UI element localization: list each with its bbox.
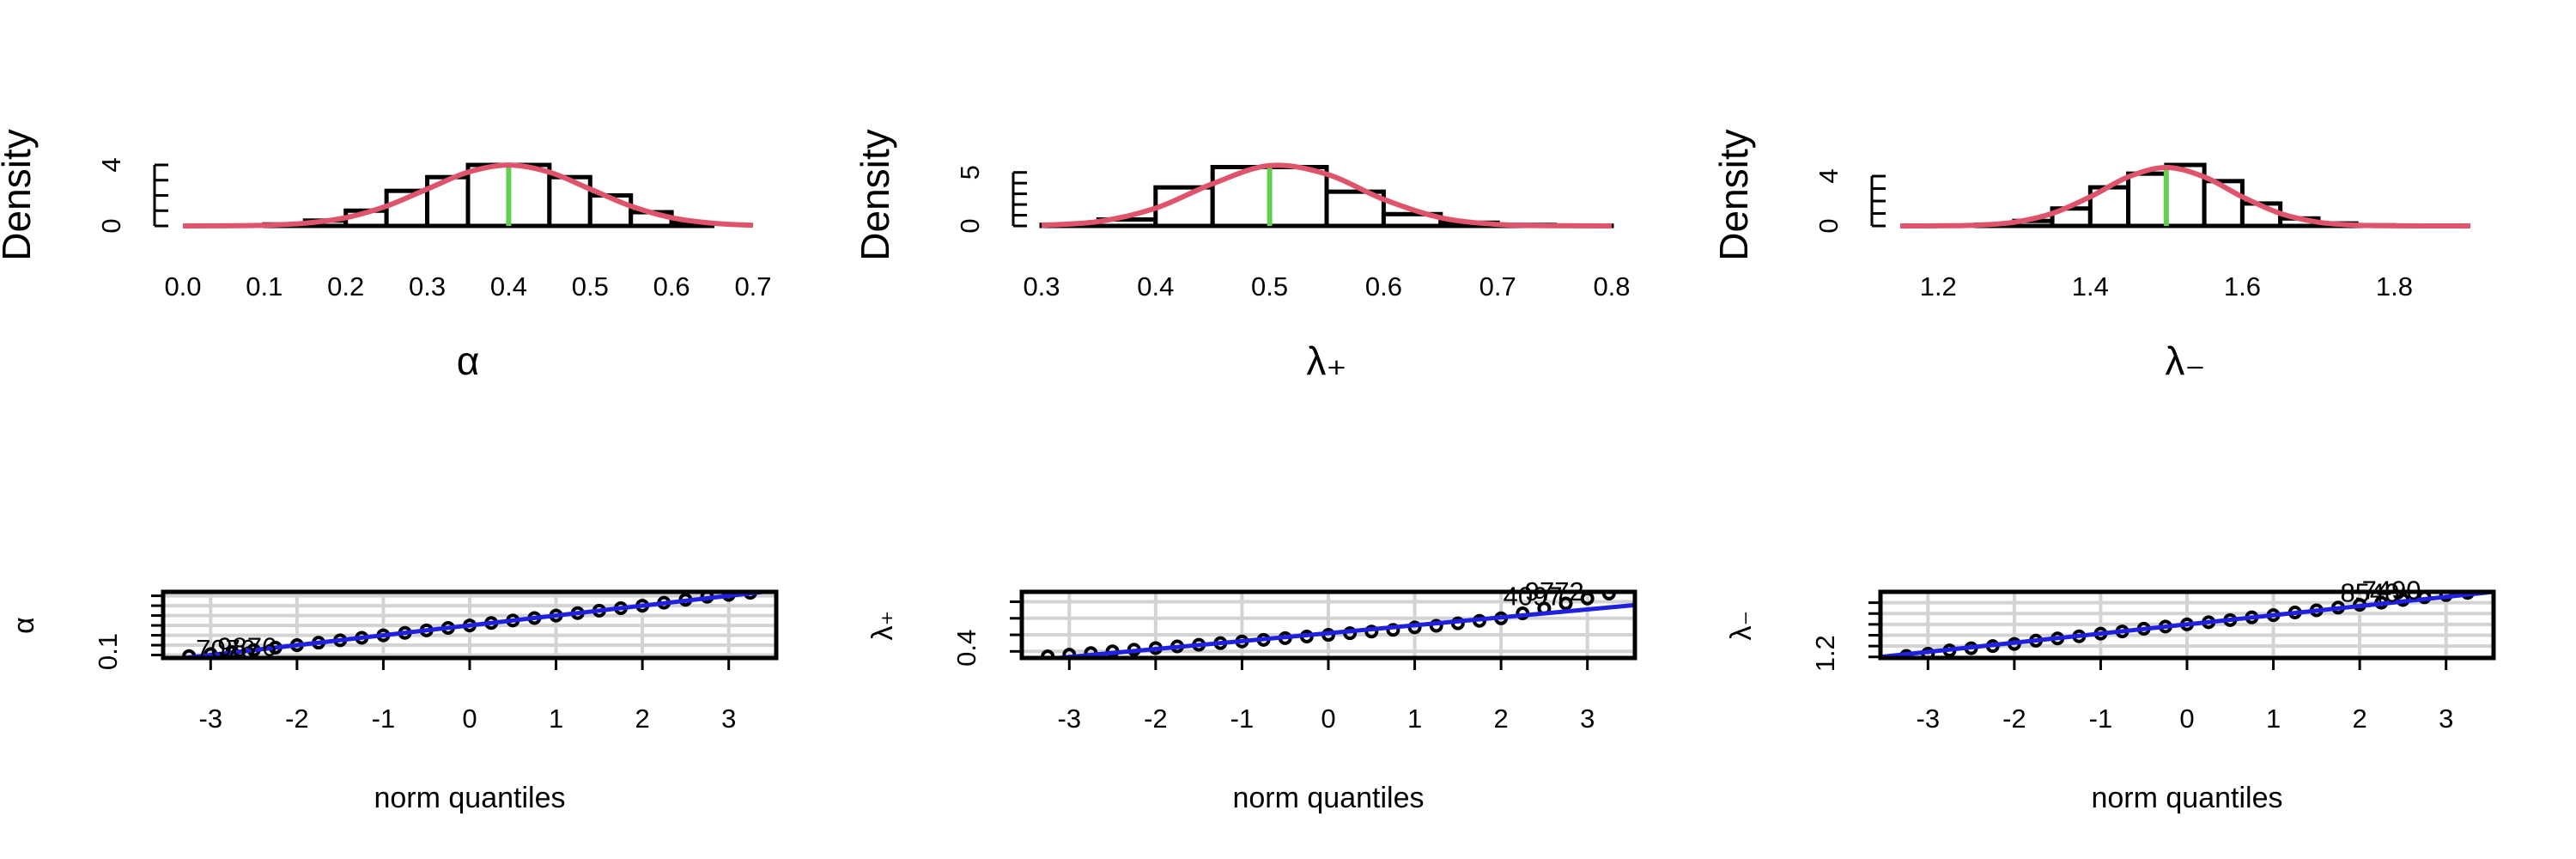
x-tick-label: 1 (1407, 704, 1422, 734)
x-tick-label: -3 (1917, 704, 1941, 734)
x-tick-label: 0 (1321, 704, 1335, 734)
histogram-bar (425, 174, 471, 228)
y-tick-label: 0.1 (93, 633, 123, 670)
x-tick-label: 3 (1580, 704, 1595, 734)
x-tick-label: 0.7 (1479, 271, 1516, 302)
x-tick-label: 0.2 (327, 271, 364, 302)
x-tick-label: -2 (1144, 704, 1168, 734)
y-axis-label: Density (1711, 129, 1756, 260)
x-tick-label: 0.3 (409, 271, 446, 302)
x-tick-label: -1 (372, 704, 396, 734)
x-tick-label: 1 (549, 704, 563, 734)
x-tick-label: 0.3 (1023, 271, 1060, 302)
x-tick-label: 0.5 (572, 271, 609, 302)
reference-line (166, 592, 776, 658)
x-tick-label: 1.8 (2376, 271, 2413, 302)
y-tick-label: 0.4 (951, 630, 981, 667)
y-axis-label: λ₋ (1725, 611, 1758, 641)
x-axis-label: norm quantiles (374, 782, 565, 814)
y-axis-label: Density (0, 129, 39, 260)
reference-line (1880, 592, 2494, 658)
y-tick-label: 1.2 (1810, 635, 1840, 672)
x-tick-label: -3 (1058, 704, 1082, 734)
x-tick-label: 0.4 (1137, 271, 1174, 302)
y-tick-label: 0 (1814, 218, 1844, 233)
qq-point (1386, 623, 1400, 637)
histogram-bar (1267, 164, 1329, 228)
x-tick-label: 0.6 (1365, 271, 1402, 302)
y-tick-label: 0 (955, 218, 985, 233)
x-axis-label: α (457, 338, 480, 383)
x-tick-label: -2 (285, 704, 309, 734)
x-tick-label: 3 (2439, 704, 2453, 734)
y-tick-label: 4 (96, 157, 126, 172)
qq-point (1558, 596, 1573, 611)
x-tick-label: 0.6 (653, 271, 690, 302)
density-curve (182, 162, 754, 228)
density-curve (1899, 165, 2471, 229)
x-axis-label: λ₋ (2165, 338, 2205, 383)
x-axis-label: norm quantiles (1232, 782, 1424, 814)
reference-line (1034, 602, 1635, 658)
histogram-bar (506, 162, 552, 228)
y-axis-label: λ₊ (866, 611, 899, 641)
x-tick-label: 0.4 (490, 271, 527, 302)
x-tick-label: -2 (2002, 704, 2026, 734)
density-curve (1041, 162, 1613, 228)
x-tick-label: 1.4 (2072, 271, 2109, 302)
y-tick-label: 5 (955, 165, 985, 180)
x-axis-label: λ₊ (1306, 338, 1346, 383)
x-tick-label: 0.8 (1593, 271, 1630, 302)
y-axis-label: α (8, 617, 40, 634)
x-tick-label: 0.0 (164, 271, 201, 302)
qq-plot-area (1034, 592, 1635, 658)
x-axis-label: norm quantiles (2091, 782, 2282, 814)
qq-plot-area (1880, 592, 2494, 658)
histogram-bar (547, 174, 592, 228)
x-tick-label: -1 (2089, 704, 2113, 734)
y-tick-label: 4 (1814, 168, 1844, 183)
x-tick-label: 0.5 (1251, 271, 1288, 302)
x-tick-label: 3 (721, 704, 736, 734)
x-tick-label: 0.1 (246, 271, 283, 302)
histogram-bar (465, 162, 511, 228)
x-tick-label: 0 (2179, 704, 2194, 734)
x-tick-label: 1.6 (2224, 271, 2261, 302)
x-tick-label: 2 (1494, 704, 1509, 734)
x-tick-label: -1 (1230, 704, 1255, 734)
x-tick-label: -3 (199, 704, 223, 734)
x-tick-label: 2 (635, 704, 650, 734)
point-label: 4097 (1504, 582, 1563, 612)
x-tick-label: 2 (2353, 704, 2367, 734)
x-tick-label: 0.7 (734, 271, 771, 302)
x-tick-label: 1 (2266, 704, 2281, 734)
histogram-bar (2126, 171, 2169, 228)
x-tick-label: 1.2 (1920, 271, 1957, 302)
y-tick-label: 0 (96, 218, 126, 233)
x-tick-label: 0 (462, 704, 477, 734)
histogram-bar (1210, 164, 1273, 228)
y-axis-label: Density (853, 129, 897, 260)
